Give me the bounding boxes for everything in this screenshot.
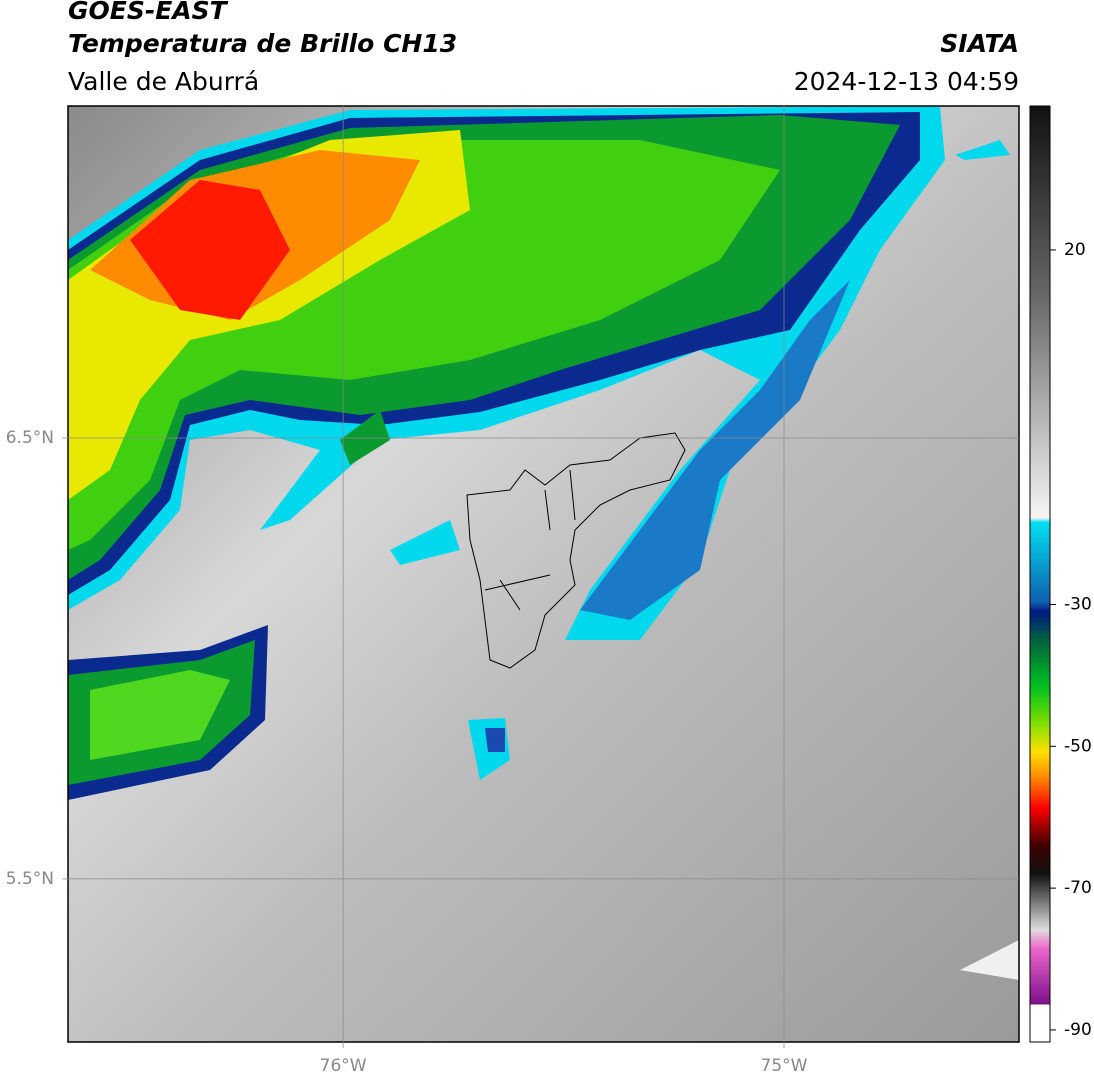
colorbar [1029,105,1051,1043]
colorbar-label: -50 [1064,736,1092,756]
lat-label: 5.5°N [6,869,54,889]
map-frame [67,105,1020,1043]
lon-label: 76°W [320,1056,367,1076]
colorbar-label: -70 [1064,878,1092,898]
title: GOES-EAST [68,0,229,25]
colorbar-label: -30 [1064,594,1092,614]
colorbar-label: -90 [1064,1020,1092,1040]
satellite-image [68,106,1019,1042]
colorbar-label: 20 [1064,240,1086,260]
valley-outline [466,432,686,669]
source: SIATA [940,29,1019,58]
lon-label: 75°W [761,1056,808,1076]
lat-label: 6.5°N [6,428,54,448]
region: Valle de Aburrá [68,67,259,96]
datetime: 2024-12-13 04:59 [794,67,1019,96]
subtitle: Temperatura de Brillo CH13 [68,29,457,58]
